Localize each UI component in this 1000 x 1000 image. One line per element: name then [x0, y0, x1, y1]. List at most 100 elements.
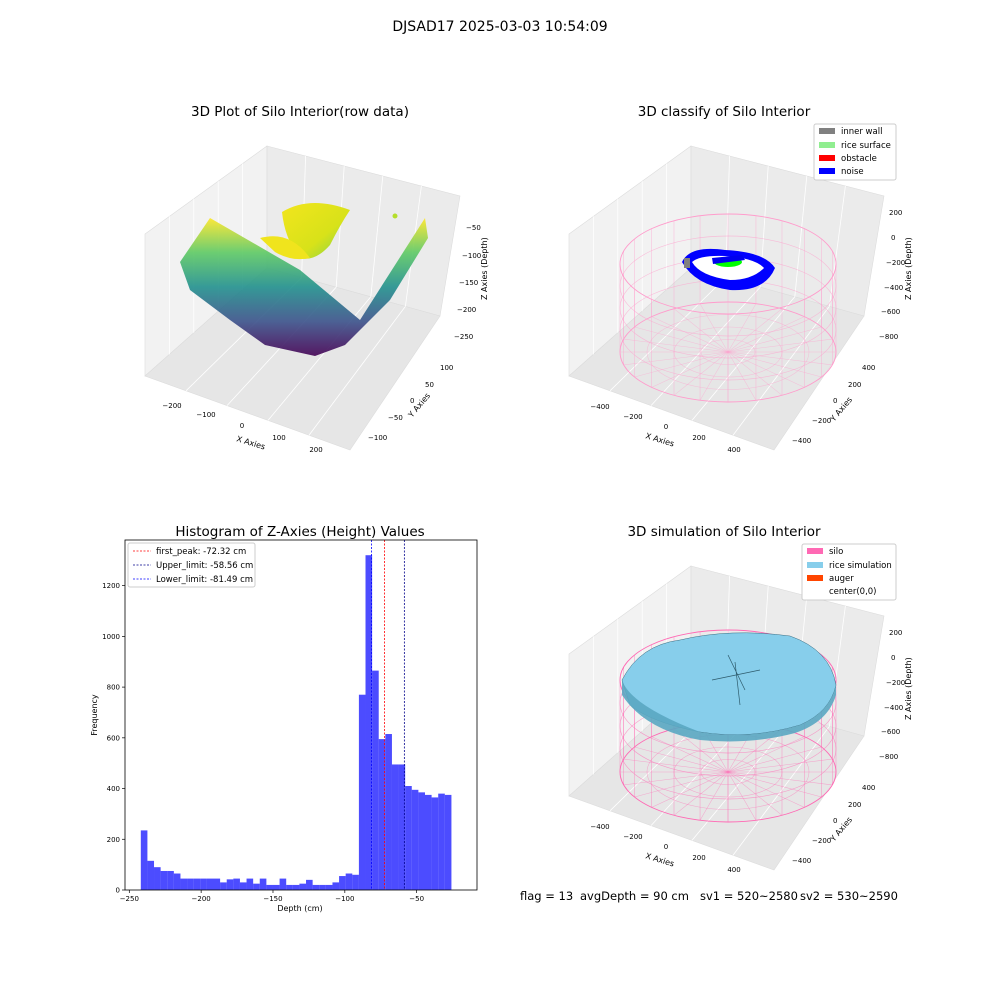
y-tick: −50 — [388, 414, 403, 422]
histogram-bar — [365, 555, 373, 890]
z-ticks: −50 −100 −150 −200 −250 — [454, 224, 481, 341]
histogram-bar — [325, 884, 333, 890]
y-tick: −200 — [812, 417, 831, 425]
grid-line — [308, 306, 406, 436]
z-tick: 0 — [891, 654, 895, 662]
y-tick-label: 800 — [107, 684, 120, 692]
histogram-plot: −250 −200 −150 −100 −50 0 200 400 600 800 1000 1200 — [102, 540, 452, 903]
z-tick: −600 — [881, 308, 900, 316]
z-tick: −400 — [884, 704, 903, 712]
x-tick: 0 — [240, 422, 244, 430]
silo-wireframe — [619, 213, 837, 403]
histogram-bar — [286, 884, 293, 890]
z-tick: 0 — [891, 234, 895, 242]
z-tick: −400 — [884, 284, 903, 292]
x-ticks: −200 −100 0 100 200 — [162, 402, 322, 454]
silo-floor-ring — [673, 746, 783, 798]
auger-lines — [711, 654, 761, 706]
z-tick: −800 — [879, 753, 898, 761]
y-tick: 0 — [833, 817, 837, 825]
legend: silo rice simulation auger center(0,0) — [801, 543, 897, 601]
y-axis-label: Frequency — [90, 694, 99, 736]
legend-swatch — [819, 142, 835, 148]
legend-label: obstacle — [841, 154, 877, 164]
histogram-bar — [206, 878, 214, 890]
histogram-bar — [154, 867, 161, 890]
histogram-bar — [253, 883, 260, 890]
histogram-bar — [147, 860, 155, 890]
z-tick: −800 — [879, 333, 898, 341]
y-tick: 200 — [848, 801, 861, 809]
histogram-bar — [405, 786, 412, 890]
x-axis-label: X Axies — [644, 851, 675, 868]
legend-frame — [127, 542, 256, 588]
grid-line — [794, 175, 808, 297]
histogram-bar — [418, 792, 425, 890]
legend-swatch — [819, 168, 835, 174]
histogram-bar — [167, 870, 174, 890]
x-axis-label: Depth (cm) — [277, 904, 322, 913]
histogram-bar — [358, 694, 366, 890]
panel-simulation-3d: 3D simulation of Silo Interior silo rice… — [568, 524, 913, 874]
histogram-bar — [266, 884, 273, 890]
x-ticks: −400 −200 0 200 400 — [590, 403, 740, 454]
rice-side — [622, 680, 836, 742]
histogram-bar — [272, 884, 280, 890]
rice-simulation-surface — [621, 632, 837, 742]
histogram-bar — [200, 878, 207, 890]
y-tick: 400 — [862, 784, 875, 792]
z-tick: 200 — [889, 209, 902, 217]
y-tick-label: 400 — [107, 785, 120, 793]
grid-line — [691, 296, 796, 421]
x-axis-label: X Axies — [644, 431, 675, 448]
outlier-point — [392, 213, 398, 219]
histogram-bar — [438, 793, 445, 890]
histogram-bar — [187, 878, 194, 890]
flag-readout: flag = 13 — [520, 889, 573, 903]
histogram-bar — [385, 734, 392, 890]
y-axis-label: Y Axies — [406, 391, 432, 420]
legend-swatch — [807, 548, 823, 554]
x-tick: −200 — [623, 833, 642, 841]
ring-hole — [692, 255, 764, 280]
y-tick: 0 — [833, 397, 837, 405]
upper-patch — [282, 202, 350, 259]
histogram-bar — [173, 873, 181, 890]
grid-line — [335, 165, 345, 288]
legend-swatch — [807, 575, 823, 581]
z-tick: −250 — [454, 333, 473, 341]
x-tick: 100 — [272, 434, 285, 442]
histogram-bar — [233, 878, 240, 890]
silo-floor-ring — [700, 759, 756, 785]
y-tick-label: 200 — [107, 836, 120, 844]
histogram-bar — [339, 876, 346, 890]
z-axis-label: Z Axies (Depth) — [904, 237, 913, 300]
histogram-bar — [398, 764, 406, 890]
histogram-bar — [345, 873, 353, 890]
z-tick: −600 — [881, 728, 900, 736]
avg-depth-readout: avgDepth = 90 cm — [580, 889, 689, 903]
grid-line — [650, 286, 761, 406]
x-tick: −400 — [590, 823, 609, 831]
x-tick: 400 — [727, 446, 740, 454]
y-tick: 50 — [425, 381, 434, 389]
y-tick: 100 — [440, 364, 453, 372]
scatter-surface — [180, 202, 428, 356]
x-tick: 200 — [692, 854, 705, 862]
histogram-bar — [279, 878, 287, 890]
classified-ring — [682, 248, 775, 291]
legend-swatch — [819, 128, 835, 134]
legend-label: silo — [829, 547, 843, 557]
histogram-bar — [180, 878, 188, 890]
histogram-bar — [431, 797, 439, 890]
x-tick: −200 — [162, 402, 181, 410]
legend-frame — [813, 123, 897, 181]
legend-swatch — [807, 562, 823, 568]
panel-title: Histogram of Z-Axies (Height) Values — [175, 524, 424, 540]
grid-line — [370, 175, 384, 297]
legend-label: auger — [829, 574, 854, 584]
x-tick: 0 — [664, 423, 668, 431]
legend-label: inner wall — [841, 127, 882, 137]
histogram-bar — [306, 879, 313, 890]
histogram-bar — [424, 794, 432, 890]
